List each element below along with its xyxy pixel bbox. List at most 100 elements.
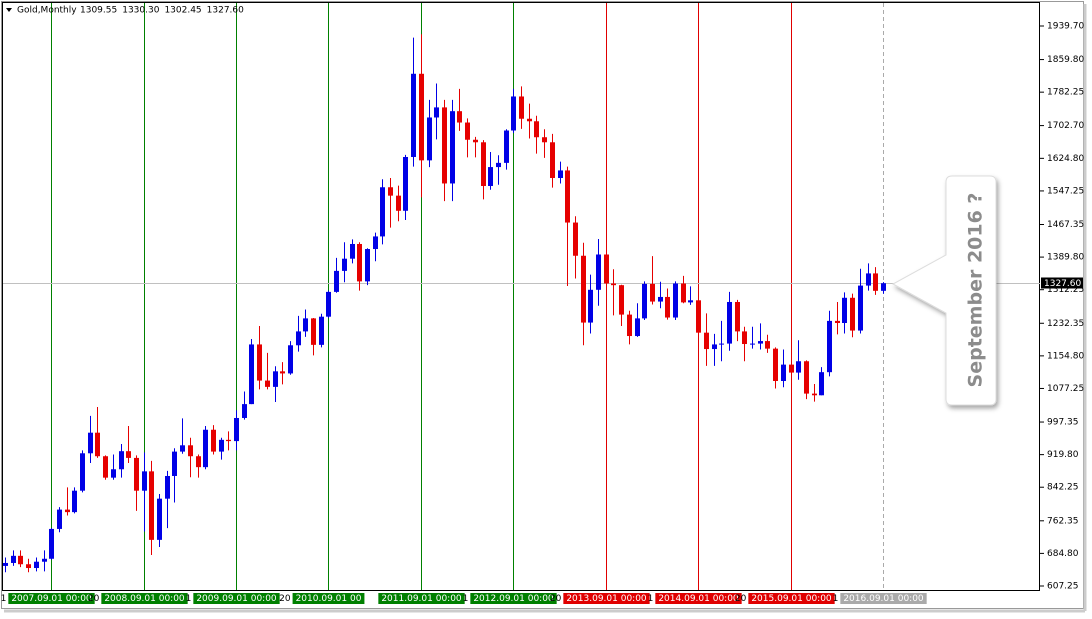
header-close: 1327.60 xyxy=(207,6,244,16)
candle-body xyxy=(249,344,254,405)
candle-body xyxy=(712,344,717,350)
axis-layer: 607.25 684.80 762.35 842.25 919.80 997.35 1077… xyxy=(1,21,1084,604)
candle-body xyxy=(796,361,801,373)
candle-body xyxy=(165,475,170,499)
candle-body xyxy=(465,122,470,140)
candle-body xyxy=(257,344,262,381)
time-label: 1 xyxy=(186,594,192,604)
candle-body xyxy=(642,283,647,319)
candle-body xyxy=(373,236,378,250)
time-label: 1 xyxy=(648,594,654,604)
y-tick-label: 1389.80 xyxy=(1047,253,1084,263)
candle-body xyxy=(142,471,147,491)
candle-body xyxy=(665,296,670,318)
candle-body xyxy=(57,509,62,529)
candle-body xyxy=(819,372,824,396)
time-label: 2007.09.01 00:00 xyxy=(11,594,92,604)
time-label: 20 xyxy=(279,594,291,604)
time-label: 2009.09.01 00:00 xyxy=(196,594,277,604)
y-tick-label: 684.80 xyxy=(1047,549,1079,559)
candle-body xyxy=(157,498,162,540)
y-tick-label: 1547.25 xyxy=(1047,186,1084,196)
candle-body xyxy=(396,195,401,211)
candle-body xyxy=(111,469,116,478)
candle-body xyxy=(519,96,524,119)
candles-layer xyxy=(3,34,886,573)
candle-body xyxy=(334,270,339,292)
candle-body xyxy=(326,291,331,317)
y-tick-label: 1232.35 xyxy=(1047,319,1084,329)
y-tick-label: 1859.80 xyxy=(1047,55,1084,65)
time-label: 20 xyxy=(88,594,100,604)
candle-body xyxy=(881,283,886,291)
candle-body xyxy=(95,432,100,457)
candle-body xyxy=(72,490,77,513)
time-label: 2011.09.01 00:00 xyxy=(381,594,462,604)
candle-body xyxy=(565,170,570,223)
candle-body xyxy=(581,255,586,323)
candle-body xyxy=(211,429,216,452)
candle-body xyxy=(319,316,324,345)
candle-body xyxy=(203,429,208,468)
last-price-box xyxy=(1041,277,1083,289)
candle-body xyxy=(265,380,270,387)
candle-body xyxy=(681,283,686,303)
y-tick-label: 1154.80 xyxy=(1047,351,1084,361)
candle-body xyxy=(534,121,539,138)
candle-body xyxy=(696,300,701,333)
callout-text: September 2016 ? xyxy=(965,193,987,388)
candle-body xyxy=(742,331,747,345)
candle-body xyxy=(342,258,347,271)
y-tick-label: 1939.70 xyxy=(1047,21,1084,31)
time-label: 2012.09.01 00:00 xyxy=(473,594,554,604)
candle-body xyxy=(827,320,832,373)
time-label: 2013.09.01 00:00 xyxy=(566,594,647,604)
candle-body xyxy=(303,318,308,332)
header-high: 1330.30 xyxy=(122,6,159,16)
candle-body xyxy=(188,445,193,457)
candle-body xyxy=(103,456,108,478)
candle-body xyxy=(65,509,70,513)
candle-body xyxy=(858,285,863,331)
header-low: 1302.45 xyxy=(164,6,201,16)
candle-body xyxy=(688,300,693,303)
y-tick-label: 1312.25 xyxy=(1047,285,1084,295)
time-label: 2015.09.01 00:00 xyxy=(751,594,832,604)
time-label-box xyxy=(563,593,650,604)
candle-body xyxy=(80,453,85,491)
time-label-box xyxy=(655,593,742,604)
y-tick-label: 762.35 xyxy=(1047,516,1079,526)
candle-body xyxy=(727,301,732,344)
candle-body xyxy=(119,451,124,470)
candle-body xyxy=(288,345,293,374)
candle-body xyxy=(873,273,878,291)
time-label-box xyxy=(8,593,95,604)
time-label: 2016.09.01 00:00 xyxy=(843,594,924,604)
time-label: 1 xyxy=(1,594,7,604)
y-tick-label: 997.35 xyxy=(1047,418,1079,428)
candle-body xyxy=(473,139,478,143)
candle-body xyxy=(488,167,493,186)
time-label-box xyxy=(840,593,927,604)
candle-body xyxy=(735,301,740,332)
candle-body xyxy=(311,318,316,345)
candle-body xyxy=(196,456,201,468)
candle-body xyxy=(172,451,177,476)
candle-body xyxy=(511,96,516,131)
time-label: 2010.09.01 00 xyxy=(296,594,362,604)
candle-body xyxy=(527,118,532,122)
candle-body xyxy=(350,243,355,259)
candle-body xyxy=(604,254,609,284)
candle-body xyxy=(3,562,8,566)
candle-body xyxy=(750,343,755,345)
candle-body xyxy=(126,451,131,458)
symbol-menu-arrow[interactable] xyxy=(6,8,12,12)
candle-body xyxy=(388,187,393,196)
candle-body xyxy=(273,371,278,387)
candle-body xyxy=(296,331,301,346)
candle-body xyxy=(42,558,47,562)
time-label: 20 xyxy=(735,594,747,604)
candle-body xyxy=(280,371,285,374)
candle-body xyxy=(704,332,709,350)
y-tick-label: 1467.35 xyxy=(1047,220,1084,230)
